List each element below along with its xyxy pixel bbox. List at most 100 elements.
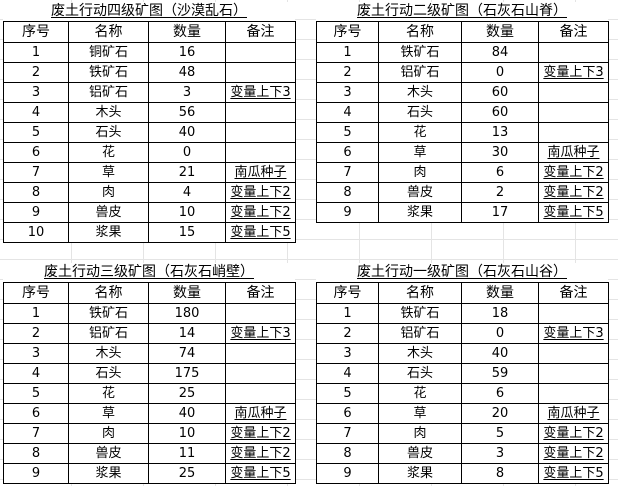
- cell-note[interactable]: 变量上下2: [538, 162, 609, 183]
- cell-index[interactable]: 1: [316, 303, 379, 324]
- cell-name[interactable]: 肉: [68, 423, 149, 444]
- cell-index[interactable]: 9: [3, 202, 69, 223]
- cell-name[interactable]: 花: [378, 122, 462, 143]
- cell-index[interactable]: 8: [3, 443, 69, 464]
- cell-note[interactable]: 变量上下3: [538, 323, 609, 344]
- cell-index[interactable]: 9: [316, 463, 379, 484]
- cell-index[interactable]: 9: [3, 463, 69, 484]
- cell-name[interactable]: 石头: [68, 363, 149, 384]
- cell-quantity[interactable]: 11: [148, 443, 226, 464]
- column-header[interactable]: 数量: [461, 21, 539, 43]
- cell-index[interactable]: 4: [3, 102, 69, 123]
- cell-note[interactable]: 变量上下3: [225, 82, 296, 103]
- cell-quantity[interactable]: 175: [148, 363, 226, 384]
- cell-name[interactable]: 铁矿石: [68, 303, 149, 324]
- cell-note[interactable]: [538, 383, 609, 404]
- cell-name[interactable]: 铁矿石: [378, 303, 462, 324]
- cell-index[interactable]: 5: [3, 383, 69, 404]
- cell-note[interactable]: 南瓜种子: [538, 142, 609, 163]
- cell-name[interactable]: 浆果: [68, 222, 149, 243]
- cell-index[interactable]: 1: [3, 303, 69, 324]
- cell-note[interactable]: 变量上下2: [225, 443, 296, 464]
- cell-quantity[interactable]: 21: [148, 162, 226, 183]
- cell-index[interactable]: 8: [316, 443, 379, 464]
- column-header[interactable]: 数量: [461, 282, 539, 304]
- cell-quantity[interactable]: 6: [461, 383, 539, 404]
- cell-note[interactable]: [538, 363, 609, 384]
- cell-index[interactable]: 8: [3, 182, 69, 203]
- cell-quantity[interactable]: 14: [148, 323, 226, 344]
- cell-note[interactable]: 南瓜种子: [538, 403, 609, 424]
- cell-name[interactable]: 铝矿石: [68, 323, 149, 344]
- column-header[interactable]: 名称: [68, 282, 149, 304]
- column-header[interactable]: 备注: [538, 282, 609, 304]
- cell-name[interactable]: 花: [378, 383, 462, 404]
- cell-note[interactable]: [225, 62, 296, 83]
- cell-name[interactable]: 草: [68, 403, 149, 424]
- cell-quantity[interactable]: 4: [148, 182, 226, 203]
- cell-name[interactable]: 铜矿石: [68, 42, 149, 63]
- cell-name[interactable]: 兽皮: [68, 443, 149, 464]
- cell-quantity[interactable]: 74: [148, 343, 226, 364]
- cell-name[interactable]: 花: [68, 142, 149, 163]
- cell-note[interactable]: 变量上下2: [225, 202, 296, 223]
- column-header[interactable]: 备注: [538, 21, 609, 43]
- cell-name[interactable]: 石头: [378, 363, 462, 384]
- cell-note[interactable]: 变量上下5: [225, 463, 296, 484]
- cell-index[interactable]: 4: [316, 363, 379, 384]
- cell-note[interactable]: [225, 303, 296, 324]
- cell-name[interactable]: 木头: [378, 82, 462, 103]
- cell-quantity[interactable]: 180: [148, 303, 226, 324]
- cell-name[interactable]: 兽皮: [68, 202, 149, 223]
- column-header[interactable]: 数量: [148, 282, 226, 304]
- cell-index[interactable]: 2: [3, 62, 69, 83]
- cell-index[interactable]: 7: [3, 423, 69, 444]
- column-header[interactable]: 备注: [225, 21, 296, 43]
- cell-name[interactable]: 肉: [68, 182, 149, 203]
- cell-quantity[interactable]: 25: [148, 383, 226, 404]
- cell-quantity[interactable]: 20: [461, 403, 539, 424]
- cell-name[interactable]: 浆果: [378, 463, 462, 484]
- cell-note[interactable]: [538, 42, 609, 63]
- cell-name[interactable]: 浆果: [68, 463, 149, 484]
- cell-quantity[interactable]: 10: [148, 423, 226, 444]
- cell-index[interactable]: 10: [3, 222, 69, 243]
- cell-note[interactable]: [538, 303, 609, 324]
- cell-quantity[interactable]: 16: [148, 42, 226, 63]
- cell-quantity[interactable]: 8: [461, 463, 539, 484]
- column-header[interactable]: 序号: [316, 282, 379, 304]
- cell-quantity[interactable]: 25: [148, 463, 226, 484]
- column-header[interactable]: 名称: [378, 282, 462, 304]
- cell-note[interactable]: 变量上下2: [538, 423, 609, 444]
- cell-note[interactable]: 变量上下2: [538, 443, 609, 464]
- cell-name[interactable]: 浆果: [378, 202, 462, 223]
- cell-name[interactable]: 兽皮: [378, 182, 462, 203]
- cell-name[interactable]: 木头: [68, 102, 149, 123]
- cell-index[interactable]: 4: [316, 102, 379, 123]
- cell-quantity[interactable]: 60: [461, 82, 539, 103]
- cell-quantity[interactable]: 0: [148, 142, 226, 163]
- cell-quantity[interactable]: 6: [461, 162, 539, 183]
- cell-quantity[interactable]: 18: [461, 303, 539, 324]
- cell-note[interactable]: 变量上下3: [225, 323, 296, 344]
- cell-name[interactable]: 木头: [378, 343, 462, 364]
- cell-name[interactable]: 铝矿石: [68, 82, 149, 103]
- cell-note[interactable]: [538, 82, 609, 103]
- column-header[interactable]: 名称: [68, 21, 149, 43]
- cell-name[interactable]: 石头: [68, 122, 149, 143]
- cell-name[interactable]: 铝矿石: [378, 62, 462, 83]
- cell-note[interactable]: 变量上下5: [538, 463, 609, 484]
- cell-index[interactable]: 5: [3, 122, 69, 143]
- column-header[interactable]: 序号: [316, 21, 379, 43]
- cell-note[interactable]: 南瓜种子: [225, 403, 296, 424]
- cell-note[interactable]: 变量上下3: [538, 62, 609, 83]
- cell-index[interactable]: 5: [316, 383, 379, 404]
- cell-name[interactable]: 草: [68, 162, 149, 183]
- cell-index[interactable]: 2: [3, 323, 69, 344]
- cell-quantity[interactable]: 40: [461, 343, 539, 364]
- cell-index[interactable]: 8: [316, 182, 379, 203]
- cell-quantity[interactable]: 84: [461, 42, 539, 63]
- cell-index[interactable]: 7: [316, 162, 379, 183]
- cell-note[interactable]: [225, 343, 296, 364]
- cell-quantity[interactable]: 0: [461, 62, 539, 83]
